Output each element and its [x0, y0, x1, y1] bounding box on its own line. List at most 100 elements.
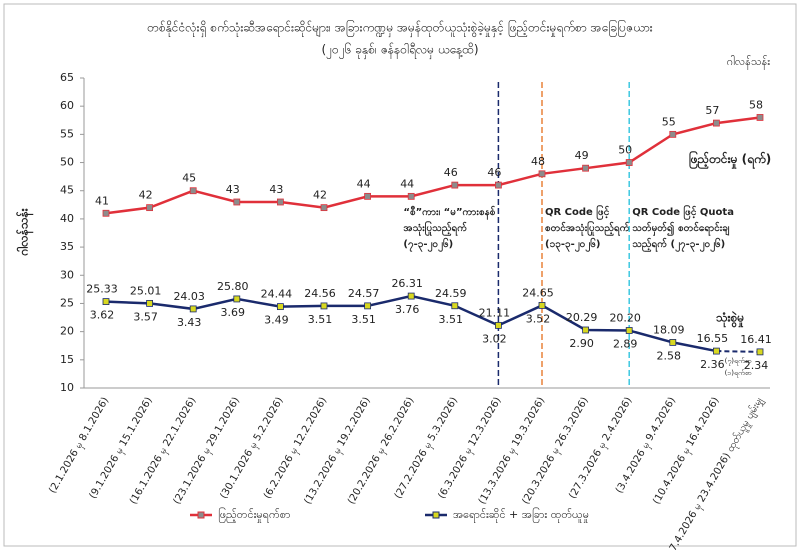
value-label: 42: [139, 189, 153, 202]
secondary-label: 3.43: [177, 316, 202, 329]
value-label: 48: [531, 155, 545, 168]
point: [276, 303, 284, 311]
event-text: သည့်ရက် (၂၇-၃-၂၀၂၆): [632, 237, 725, 253]
value-label: 20.29: [566, 311, 598, 324]
point: [669, 339, 677, 346]
secondary-label: 2.36: [700, 358, 725, 371]
value-label: 44: [400, 177, 414, 190]
value-label: 57: [705, 104, 719, 117]
value-label: 42: [313, 189, 327, 202]
secondary-label: 2.58: [657, 349, 682, 362]
legend-marker: [432, 511, 440, 519]
value-label: 58: [749, 98, 763, 111]
point: [538, 170, 546, 178]
event-text: စတင်အသုံးပြုသည့်ရက်: [545, 220, 630, 237]
point: [756, 114, 764, 121]
point: [625, 327, 633, 334]
point: [407, 192, 415, 200]
event-text: QR Code ဖြင့်: [545, 204, 609, 221]
series-line: [105, 116, 761, 215]
value-label: 21.11: [479, 306, 511, 319]
secondary-label: 3.57: [133, 310, 158, 323]
point: [582, 326, 589, 334]
value-label: 24.65: [522, 286, 554, 299]
value-label: 44: [357, 177, 371, 190]
y-tick-label: 50: [60, 156, 74, 169]
y-tick-label: 45: [60, 184, 74, 197]
unit-label: ဂါလန်သန်း: [727, 55, 771, 70]
point: [494, 181, 502, 189]
series-line-dashed: [716, 350, 761, 353]
secondary-label: 3.62: [90, 309, 115, 322]
series-tag: သုံးစွဲမှု: [716, 310, 744, 329]
point: [102, 298, 110, 305]
value-label: 43: [226, 183, 240, 196]
secondary-label: 3.52: [526, 312, 551, 325]
point: [713, 119, 720, 127]
point: [320, 302, 328, 310]
point: [146, 299, 154, 307]
point: [713, 347, 720, 355]
point: [146, 204, 154, 212]
event-text: (၁၃-၃-၂၀၂၆): [545, 237, 600, 253]
point: [538, 302, 546, 309]
value-label: 24.57: [348, 287, 380, 300]
secondary-label: 3.76: [395, 303, 420, 316]
secondary-label: 2.89: [613, 338, 638, 351]
chart-subtitle: (၂၀၂၆ ခုနှစ်၊ ဇန်နဝါရီလမှ ယနေ့ထိ): [321, 42, 478, 60]
point: [276, 198, 284, 206]
point: [756, 348, 764, 356]
value-label: 50: [618, 144, 632, 157]
series-tag: ဖြည့်တင်းမှု (ရက်): [689, 149, 772, 170]
event-text: QR Code ဖြင့် Quota: [632, 204, 734, 221]
y-tick-label: 25: [60, 296, 74, 309]
point: [669, 130, 677, 138]
point: [407, 292, 415, 300]
value-label: 26.31: [391, 277, 423, 290]
value-label: 46: [487, 166, 501, 179]
event-text: (၇-၃-၂၀၂၆): [403, 237, 453, 253]
value-label: 46: [444, 166, 458, 179]
event-text: “စီ”ကား၊ “မ”ကားစနစ်: [403, 205, 495, 221]
y-tick-label: 20: [60, 325, 74, 338]
value-label: 41: [95, 194, 109, 207]
value-label: 24.56: [304, 287, 336, 300]
point: [451, 302, 459, 310]
y-axis-label: ဂါလန်သန်း: [15, 207, 35, 256]
point: [102, 209, 110, 217]
point: [364, 192, 372, 200]
secondary-label: 2.90: [569, 337, 594, 350]
point: [625, 159, 633, 166]
point: [233, 198, 241, 206]
y-tick-label: 55: [60, 127, 74, 140]
y-tick-label: 30: [60, 268, 74, 281]
y-tick-label: 60: [60, 99, 74, 112]
secondary-label: 3.51: [351, 313, 376, 326]
chart-title: တစ်နိုင်ငံလုံးရှိ စက်သုံးဆီအရောင်းဆိုင်မ…: [147, 19, 652, 38]
value-label: 25.80: [217, 280, 249, 293]
value-label: 49: [575, 149, 589, 162]
point: [364, 302, 372, 310]
value-label: 16.41: [740, 333, 772, 346]
secondary-label: 3.49: [264, 314, 289, 327]
y-tick-label: 65: [60, 71, 74, 84]
secondary-label: 3.69: [221, 306, 246, 319]
y-tick-label: 40: [60, 212, 74, 225]
last-note: (၁)ရက်စာ: [725, 369, 752, 378]
event-text: သတ်မှတ်၍ စတင်ရောင်းချ: [632, 221, 730, 237]
value-label: 18.09: [653, 323, 685, 336]
event-text: အသုံးပြုသည့်ရက်: [403, 220, 467, 237]
value-label: 25.33: [86, 283, 118, 296]
value-label: 24.03: [173, 290, 205, 303]
value-label: 20.20: [609, 312, 641, 325]
point: [189, 187, 197, 195]
value-label: 55: [662, 115, 676, 128]
legend-label: အရောင်းဆိုင် + အခြား ထုတ်ယူမှု: [453, 507, 589, 523]
point: [451, 181, 459, 189]
value-label: 43: [269, 183, 283, 196]
frame: [3, 3, 797, 547]
last-note: (၇)ရက်စာ: [725, 357, 752, 366]
value-label: 16.55: [697, 332, 729, 345]
y-tick-label: 35: [60, 240, 74, 253]
